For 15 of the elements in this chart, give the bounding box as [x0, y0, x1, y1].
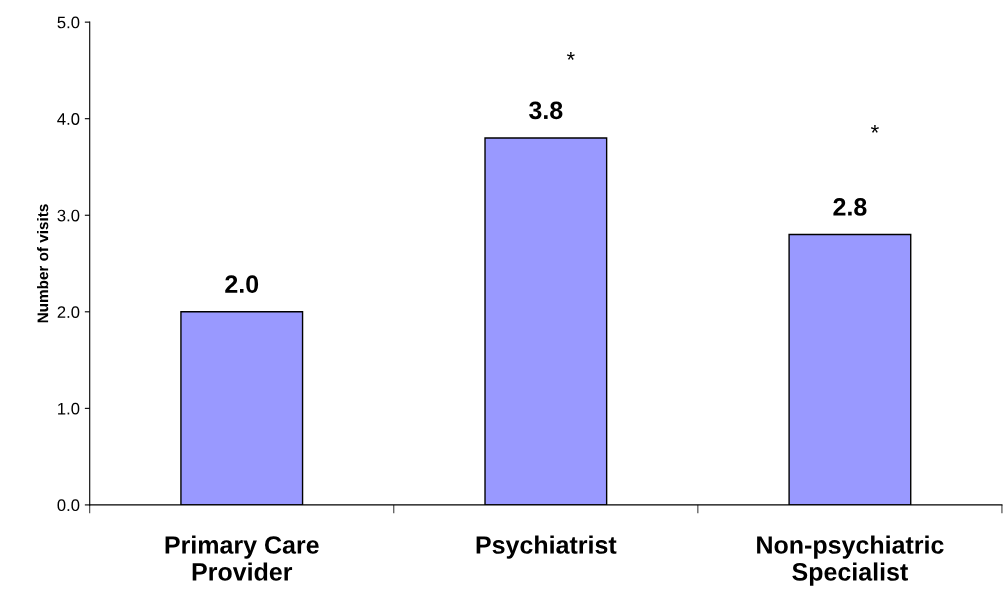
y-tick-label: 4.0: [57, 113, 80, 125]
x-tick-label: Primary Care Provider: [165, 535, 319, 581]
y-tick-label: 3.0: [57, 209, 80, 222]
x-tick-label: Psychiatrist: [476, 535, 617, 559]
y-axis-title: Number of visits: [37, 204, 49, 323]
y-tick-label: 2.0: [57, 306, 80, 319]
y-tick-label: 1.0: [58, 402, 80, 415]
y-tick-label: 5.0: [57, 16, 80, 29]
annotation: *: [870, 125, 879, 133]
data-label: 2.8: [833, 198, 867, 216]
x-tick-label: Non-psychiatric Specialist: [757, 535, 944, 586]
data-label: 3.8: [529, 101, 563, 120]
annotation: *: [566, 52, 575, 60]
y-tick-label: 0.0: [57, 499, 80, 512]
data-label: 2.0: [225, 275, 259, 293]
